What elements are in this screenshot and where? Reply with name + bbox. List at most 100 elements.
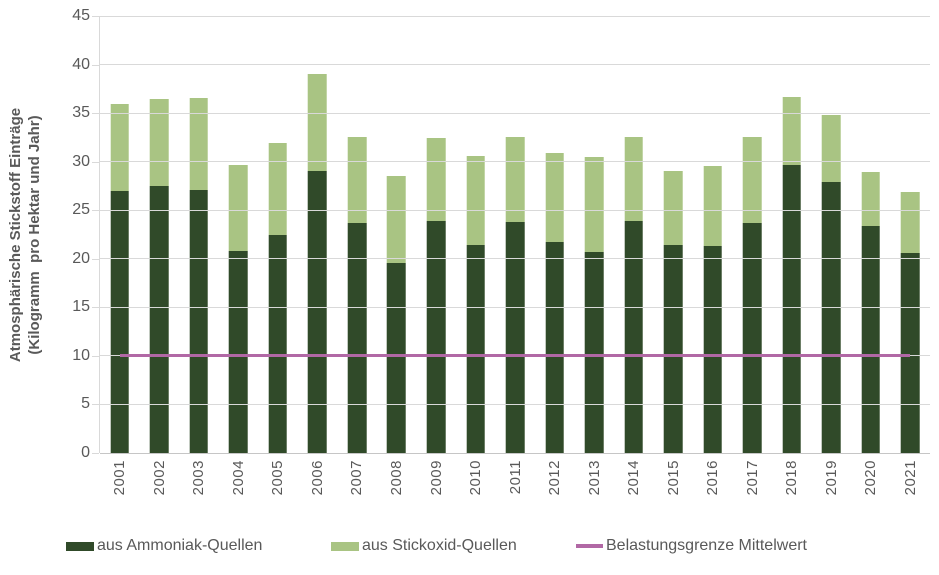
x-axis-label-2015: 2015 — [664, 460, 682, 496]
legend-item-belastungsgrenze: Belastungsgrenze Mittelwert — [576, 537, 807, 555]
gridline-40 — [100, 64, 930, 66]
bar-group-2003: 2003 — [179, 16, 219, 495]
bar-group-2012: 2012 — [535, 16, 575, 495]
x-axis-label-2014: 2014 — [625, 460, 643, 496]
x-axis-label-2017: 2017 — [743, 460, 761, 496]
bar-2014-stickoxid — [624, 137, 643, 221]
x-label-wrap-2013: 2013 — [574, 460, 614, 495]
x-label-wrap-2008: 2008 — [377, 460, 417, 495]
bar-2015-ammoniak — [663, 245, 683, 453]
bar-group-2004: 2004 — [219, 16, 259, 495]
x-label-wrap-2018: 2018 — [772, 460, 812, 495]
legend-label-belastungsgrenze: Belastungsgrenze Mittelwert — [606, 537, 807, 554]
bar-2006-stickoxid — [308, 74, 327, 172]
bar-2021-stickoxid — [901, 191, 920, 253]
bar-2019-stickoxid — [822, 115, 841, 183]
x-axis-label-2016: 2016 — [704, 460, 722, 496]
x-axis-label-2018: 2018 — [783, 460, 801, 496]
bar-2004-stickoxid — [229, 164, 248, 252]
x-label-wrap-2006: 2006 — [298, 460, 338, 495]
x-axis-label-2011: 2011 — [506, 460, 524, 495]
y-tick-mark-30 — [92, 161, 99, 163]
legend-item-stickoxid: aus Stickoxid-Quellen — [331, 537, 517, 555]
x-axis-label-2005: 2005 — [269, 460, 287, 496]
y-tick-label-25: 25 — [72, 201, 90, 219]
x-axis-label-2008: 2008 — [387, 460, 405, 496]
y-tick-label-0: 0 — [81, 444, 90, 461]
y-tick-label-20: 20 — [72, 249, 90, 267]
x-label-wrap-2012: 2012 — [535, 460, 575, 495]
bar-2009-stickoxid — [426, 138, 446, 221]
x-axis-label-2006: 2006 — [308, 460, 326, 496]
bar-group-2009: 2009 — [416, 16, 456, 495]
bar-2010-stickoxid — [466, 155, 485, 246]
bar-2007-stickoxid — [347, 137, 367, 223]
bar-group-2013: 2013 — [574, 16, 614, 495]
bar-2021-ammoniak — [901, 252, 920, 453]
gridline-0 — [100, 452, 930, 454]
gridline-30 — [100, 161, 930, 163]
x-label-wrap-2005: 2005 — [258, 460, 298, 495]
y-tick-label-5: 5 — [81, 395, 90, 413]
plot-area: 2001 2002 2003 2004 2005 2006 2007 2008 2009 2010… — [99, 15, 931, 495]
bar-2019-ammoniak — [822, 182, 841, 453]
bar-2005-ammoniak — [268, 235, 288, 453]
x-axis-label-2021: 2021 — [901, 460, 919, 496]
x-axis-label-2012: 2012 — [546, 460, 564, 496]
x-axis-label-2010: 2010 — [467, 460, 485, 496]
bar-2013-stickoxid — [584, 156, 604, 252]
x-label-wrap-2009: 2009 — [416, 460, 456, 495]
bar-2017-ammoniak — [742, 222, 762, 453]
y-tick-label-45: 45 — [72, 7, 90, 24]
x-label-wrap-2016: 2016 — [693, 460, 733, 495]
bar-2008-stickoxid — [387, 176, 406, 263]
bar-2012-stickoxid — [545, 152, 564, 243]
bar-2003-stickoxid — [189, 97, 209, 190]
bar-group-2005: 2005 — [258, 16, 298, 495]
bar-group-2016: 2016 — [693, 16, 733, 495]
x-label-wrap-2010: 2010 — [456, 460, 496, 495]
x-label-wrap-2011: 2011 — [495, 460, 535, 494]
y-tick-mark-20 — [92, 258, 99, 260]
y-tick-mark-25 — [92, 210, 99, 212]
bar-group-2008: 2008 — [377, 16, 417, 495]
y-tick-mark-15 — [92, 307, 99, 309]
gridline-25 — [100, 209, 930, 211]
legend-label-stickoxid: aus Stickoxid-Quellen — [362, 537, 517, 554]
bar-2017-stickoxid — [742, 137, 762, 223]
bar-2014-ammoniak — [624, 220, 643, 453]
bar-group-2014: 2014 — [614, 16, 654, 495]
y-tick-mark-45 — [92, 16, 99, 17]
y-tick-mark-40 — [92, 64, 99, 66]
x-label-wrap-2017: 2017 — [733, 460, 773, 495]
bar-2020-ammoniak — [861, 225, 881, 453]
bar-group-2021: 2021 — [891, 16, 931, 495]
y-tick-label-40: 40 — [72, 55, 90, 73]
y-tick-label-10: 10 — [72, 346, 90, 364]
bar-group-2019: 2019 — [812, 16, 852, 495]
y-tick-label-15: 15 — [72, 298, 90, 316]
legend-swatch-stickoxid — [331, 541, 359, 551]
bar-2007-ammoniak — [347, 222, 367, 453]
bar-group-2015: 2015 — [653, 16, 693, 495]
bar-2016-ammoniak — [703, 246, 723, 453]
bar-group-2010: 2010 — [456, 16, 496, 495]
bar-group-2018: 2018 — [772, 16, 812, 495]
x-label-wrap-2001: 2001 — [100, 460, 140, 495]
bar-2016-stickoxid — [703, 165, 723, 247]
x-label-wrap-2007: 2007 — [337, 460, 377, 495]
bar-2001-ammoniak — [110, 190, 130, 453]
bar-2008-ammoniak — [387, 262, 406, 453]
y-axis-title-line2: (Kilogramm pro Hektar und Jahr) — [26, 114, 44, 355]
bar-2005-stickoxid — [268, 143, 288, 236]
bar-2011-ammoniak — [505, 221, 525, 453]
bar-group-2001: 2001 — [100, 16, 140, 495]
bar-2009-ammoniak — [426, 220, 446, 453]
bar-2018-ammoniak — [782, 164, 802, 453]
legend-label-ammoniak: aus Ammoniak-Quellen — [97, 537, 263, 554]
bars-row: 2001 2002 2003 2004 2005 2006 2007 2008 2009 2010… — [100, 16, 931, 495]
x-axis-label-2004: 2004 — [229, 460, 247, 496]
bar-2002-stickoxid — [150, 98, 169, 186]
bar-2001-stickoxid — [110, 104, 130, 191]
